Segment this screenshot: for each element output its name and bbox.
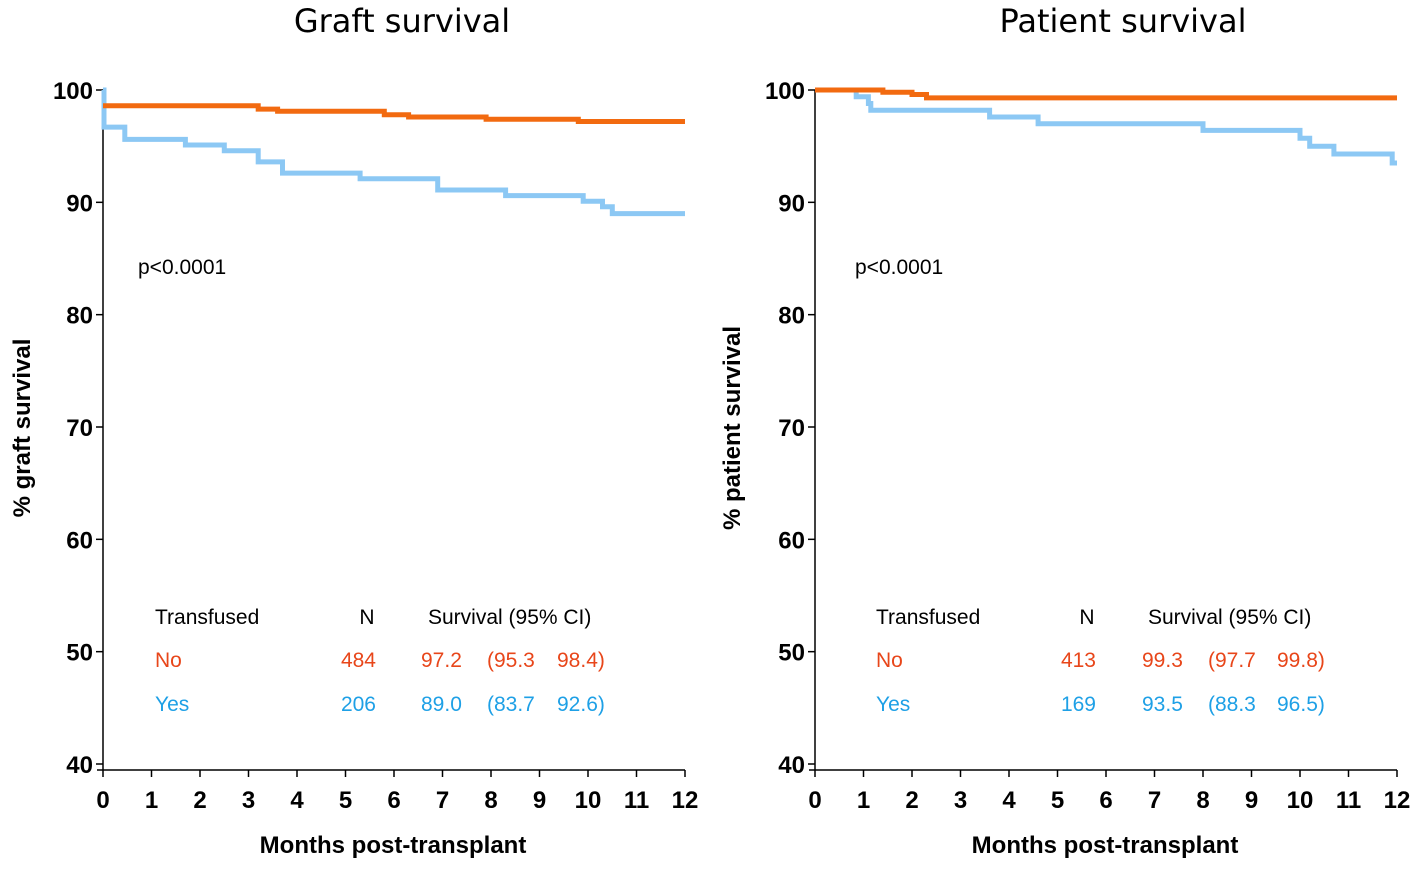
patient-row-yes-ci-high: 96.5) (1277, 693, 1325, 716)
graft-y-tick-label: 70 (66, 415, 93, 442)
patient-x-tick-label: 5 (1051, 787, 1064, 814)
graft-y-tick-label: 90 (66, 190, 93, 217)
graft-row-no-n: 484 (341, 649, 376, 672)
graft-chart-title: Graft survival (294, 2, 510, 40)
graft-summary-table: Transfused N Survival (95% CI) No 484 97… (155, 606, 605, 716)
graft-x-tick-label: 4 (290, 787, 304, 814)
patient-row-no-ci-high: 99.8) (1277, 649, 1325, 672)
patient-x-tick-label: 3 (954, 787, 967, 814)
patient-x-tick-label: 9 (1245, 787, 1258, 814)
graft-row-no-survival: 97.2 (421, 649, 462, 672)
patient-y-tick-label: 70 (778, 415, 805, 442)
patient-x-tick-label: 11 (1336, 787, 1361, 814)
patient-x-tick-label: 2 (905, 787, 918, 814)
patient-row-yes-n: 169 (1061, 693, 1096, 716)
graft-x-axis-label: Months post-transplant (260, 832, 527, 859)
graft-row-yes-survival: 89.0 (421, 693, 462, 716)
patient-x-tick-label: 12 (1384, 787, 1411, 814)
graft-series (101, 87, 685, 217)
graft-y-tick-label: 80 (66, 303, 93, 330)
graft-row-no-group: No (155, 649, 182, 672)
graft-x-tick-label: 0 (96, 787, 109, 814)
graft-x-tick-label: 6 (387, 787, 400, 814)
graft-x-tick-label: 2 (193, 787, 206, 814)
patient-series-yes-line (815, 87, 1397, 166)
patient-row-yes-survival: 93.5 (1142, 693, 1183, 716)
patient-y-axis-label: % patient survival (719, 326, 746, 530)
graft-x-tick-label: 11 (624, 787, 649, 814)
graft-series-yes-line (101, 87, 685, 217)
patient-x-tick-label: 1 (857, 787, 870, 814)
patient-survival-panel: Patient survival % patient survival Mont… (719, 2, 1410, 859)
graft-row-yes-ci-low: (83.7 (487, 693, 535, 716)
graft-survival-panel: Graft survival % graft survival Months p… (9, 2, 698, 859)
graft-y-tick-label: 50 (66, 640, 93, 667)
patient-y-tick-label: 40 (778, 752, 805, 779)
graft-x-tick-label: 8 (484, 787, 497, 814)
patient-row-no-ci-low: (97.7 (1208, 649, 1256, 672)
patient-y-tick-label: 100 (765, 78, 805, 105)
patient-row-no-survival: 99.3 (1142, 649, 1183, 672)
patient-table-header-n: N (1079, 606, 1094, 629)
graft-table-header-n: N (359, 606, 374, 629)
patient-row-yes-ci-low: (88.3 (1208, 693, 1256, 716)
graft-table-header-survival: Survival (95% CI) (428, 606, 591, 629)
graft-x-tick-label: 12 (672, 787, 699, 814)
patient-y-tick-label: 50 (778, 640, 805, 667)
patient-x-tick-label: 10 (1287, 787, 1314, 814)
patient-y-tick-label: 80 (778, 303, 805, 330)
graft-x-tick-label: 1 (145, 787, 158, 814)
graft-y-tick-label: 60 (66, 527, 93, 554)
patient-chart-title: Patient survival (1000, 2, 1247, 40)
patient-x-tick-label: 8 (1196, 787, 1209, 814)
patient-y-tick-label: 90 (778, 190, 805, 217)
patient-x-tick-label: 6 (1099, 787, 1112, 814)
graft-y-axis-label: % graft survival (9, 339, 36, 518)
graft-row-yes-n: 206 (341, 693, 376, 716)
graft-y-tick-label: 40 (66, 752, 93, 779)
patient-series-no-line (815, 87, 1397, 101)
graft-x-tick-label: 7 (436, 787, 449, 814)
patient-row-no-n: 413 (1061, 649, 1096, 672)
graft-p-value: p<0.0001 (138, 256, 226, 279)
graft-x-tick-label: 3 (242, 787, 255, 814)
patient-x-tick-label: 4 (1002, 787, 1016, 814)
patient-table-header-transfused: Transfused (876, 606, 980, 629)
graft-series-no-line (103, 103, 685, 124)
patient-x-tick-label: 0 (808, 787, 821, 814)
graft-row-yes-group: Yes (155, 693, 189, 716)
graft-row-no-ci-high: 98.4) (557, 649, 605, 672)
patient-x-axis-label: Months post-transplant (972, 832, 1239, 859)
graft-x-tick-label: 9 (533, 787, 546, 814)
patient-p-value: p<0.0001 (855, 256, 943, 279)
graft-row-yes-ci-high: 92.6) (557, 693, 605, 716)
patient-y-tick-label: 60 (778, 527, 805, 554)
patient-summary-table: Transfused N Survival (95% CI) No 413 99… (876, 606, 1325, 716)
patient-row-yes-group: Yes (876, 693, 910, 716)
graft-x-tick-label: 10 (575, 787, 602, 814)
graft-y-tick-label: 100 (53, 78, 93, 105)
patient-row-no-group: No (876, 649, 903, 672)
patient-x-tick-label: 7 (1148, 787, 1161, 814)
patient-series (815, 87, 1397, 166)
graft-table-header-transfused: Transfused (155, 606, 259, 629)
patient-table-header-survival: Survival (95% CI) (1148, 606, 1311, 629)
graft-x-tick-label: 5 (339, 787, 352, 814)
graft-row-no-ci-low: (95.3 (487, 649, 535, 672)
